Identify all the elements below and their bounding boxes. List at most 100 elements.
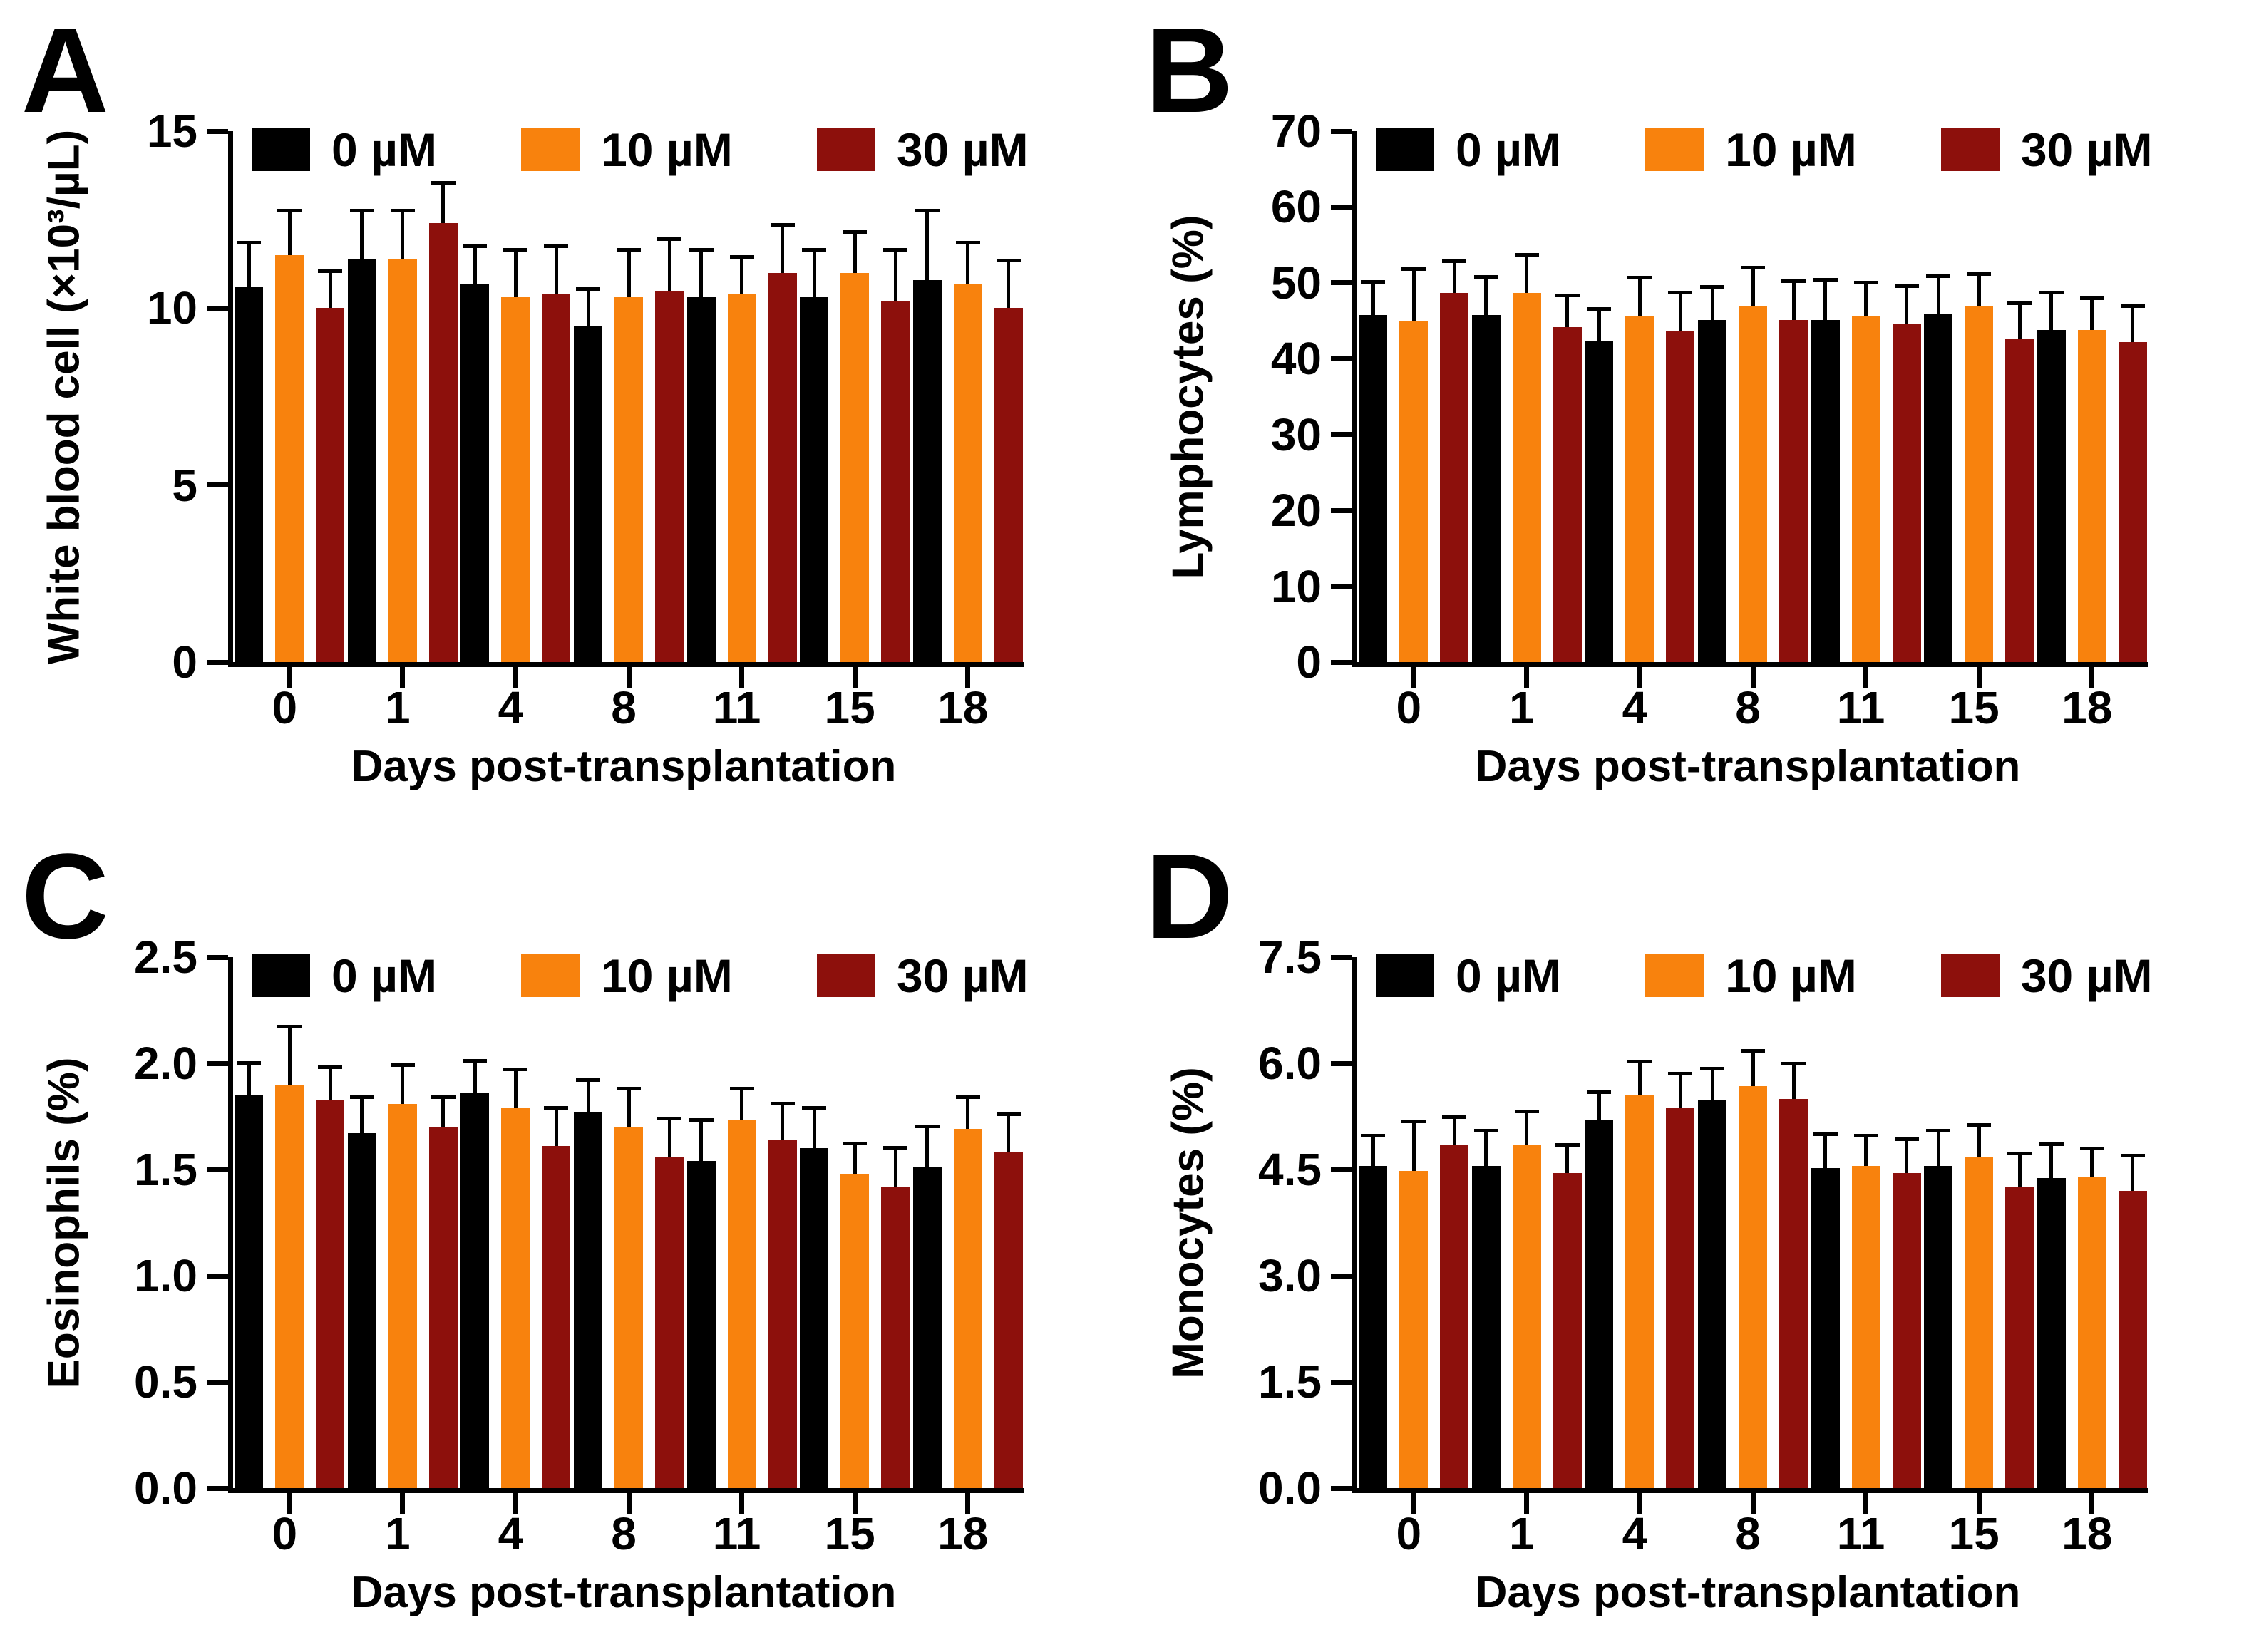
error-bar-cap xyxy=(1853,1134,1878,1138)
x-axis-title: Days post-transplantation xyxy=(351,1568,897,1617)
x-tick-label: 1 xyxy=(1509,682,1535,733)
bar xyxy=(1892,1172,1921,1488)
bar xyxy=(1698,320,1726,662)
legend-item: 0 µM xyxy=(1376,123,1561,177)
legend-swatch-icon xyxy=(1940,954,2000,997)
y-tick-label: 30 xyxy=(1270,408,1322,460)
error-bar-cap xyxy=(1514,1109,1539,1113)
error-bar xyxy=(1525,1109,1529,1145)
panel-letter: B xyxy=(1146,3,1233,138)
error-bar xyxy=(1597,306,1601,341)
legend-item: 0 µM xyxy=(1376,949,1561,1003)
y-axis-title-wrap: Eosinophils (%) xyxy=(21,957,107,1488)
error-bar-cap xyxy=(1781,279,1806,283)
x-tick xyxy=(1411,667,1416,688)
error-bar-cap xyxy=(1853,280,1878,284)
error-bar-cap xyxy=(237,1061,262,1065)
error-bar-cap xyxy=(2007,1152,2032,1156)
y-tick xyxy=(1331,128,1352,134)
bar xyxy=(2077,1176,2106,1488)
bar xyxy=(1625,316,1654,662)
error-bar-cap xyxy=(1555,293,1580,297)
error-bar-cap xyxy=(1668,290,1693,294)
error-bar-cap xyxy=(277,209,302,213)
error-bar xyxy=(2090,1147,2094,1177)
x-tick-label: 15 xyxy=(824,682,875,733)
legend-item: 10 µM xyxy=(1645,123,1857,177)
y-tick-label: 0.0 xyxy=(1258,1462,1322,1514)
bar xyxy=(428,1127,458,1488)
bar xyxy=(1440,292,1469,662)
y-tick xyxy=(1331,204,1352,210)
legend-swatch-icon xyxy=(252,954,310,997)
error-bar xyxy=(1525,253,1529,293)
error-bar xyxy=(1977,272,1981,306)
error-bar-cap xyxy=(1926,1129,1951,1133)
bar xyxy=(2037,1177,2066,1488)
y-tick xyxy=(1331,356,1352,361)
error-bar xyxy=(1411,1120,1416,1171)
error-bar xyxy=(2049,290,2054,330)
x-tick-label: 1 xyxy=(385,1508,411,1559)
bar xyxy=(235,1095,264,1488)
y-tick-label: 1.5 xyxy=(134,1144,197,1195)
error-bar-cap xyxy=(2079,296,2104,301)
bar xyxy=(727,294,756,662)
bar xyxy=(1666,1107,1695,1488)
bar xyxy=(2118,341,2147,662)
y-tick xyxy=(207,305,228,311)
error-bar xyxy=(1905,1137,1909,1173)
error-bar xyxy=(1484,275,1488,315)
legend-item: 10 µM xyxy=(521,949,733,1003)
error-bar xyxy=(1484,1129,1488,1167)
error-bar xyxy=(1791,279,1796,321)
y-tick xyxy=(207,482,228,488)
error-bar-cap xyxy=(883,247,908,252)
y-tick-label: 2.0 xyxy=(134,1038,197,1089)
legend-item: 30 µM xyxy=(1940,123,2153,177)
legend-label: 0 µM xyxy=(331,949,438,1002)
x-tick xyxy=(1637,1493,1642,1514)
error-bar-cap xyxy=(770,1101,795,1105)
error-bar-cap xyxy=(617,247,641,252)
x-tick xyxy=(287,667,292,688)
error-bar-cap xyxy=(390,209,415,213)
bar xyxy=(501,297,530,662)
error-bar-cap xyxy=(1967,272,1992,276)
bar xyxy=(768,272,797,662)
bar xyxy=(881,1186,910,1488)
error-bar xyxy=(667,1116,671,1157)
error-bar xyxy=(513,1067,518,1108)
error-bar-cap xyxy=(318,269,343,273)
x-tick xyxy=(852,1493,858,1514)
error-bar xyxy=(473,244,477,284)
error-bar-cap xyxy=(431,180,456,185)
error-bar-cap xyxy=(576,286,600,291)
x-tick-label: 15 xyxy=(1948,682,2000,733)
error-bar-cap xyxy=(2079,1147,2104,1151)
bar xyxy=(542,1146,571,1488)
error-bar xyxy=(812,247,816,298)
plot-area: 0 µM 10 µM 30 µM 0 10 20 30 40 50 60 70 xyxy=(1271,108,2153,688)
y-tick xyxy=(1331,1167,1352,1172)
bar xyxy=(840,272,870,662)
x-tick xyxy=(400,1493,406,1514)
error-bar xyxy=(2090,296,2094,330)
error-bar-cap xyxy=(1361,279,1386,284)
error-bar-cap xyxy=(657,237,681,241)
x-tick-label: 8 xyxy=(611,682,637,733)
bar xyxy=(1585,1120,1614,1488)
x-axis-tick-labels: 0 1 4 8 11 15 18 xyxy=(1352,667,2144,738)
y-axis-title-wrap: Lymphocytes (%) xyxy=(1146,131,1231,662)
bar xyxy=(1512,292,1541,662)
legend-item: 30 µM xyxy=(816,123,1029,177)
bar xyxy=(388,1103,417,1488)
error-bar xyxy=(781,223,785,273)
legend-label: 30 µM xyxy=(2020,123,2153,176)
legend: 0 µM 10 µM 30 µM xyxy=(1376,123,2153,177)
bar xyxy=(347,1133,376,1488)
legend-swatch-icon xyxy=(521,128,580,171)
plot-area: 0 µM 10 µM 30 µM 0.0 0.5 1.0 1.5 2.0 2.5 xyxy=(134,934,1029,1514)
error-bar-cap xyxy=(431,1095,456,1099)
bar xyxy=(1399,1171,1429,1488)
